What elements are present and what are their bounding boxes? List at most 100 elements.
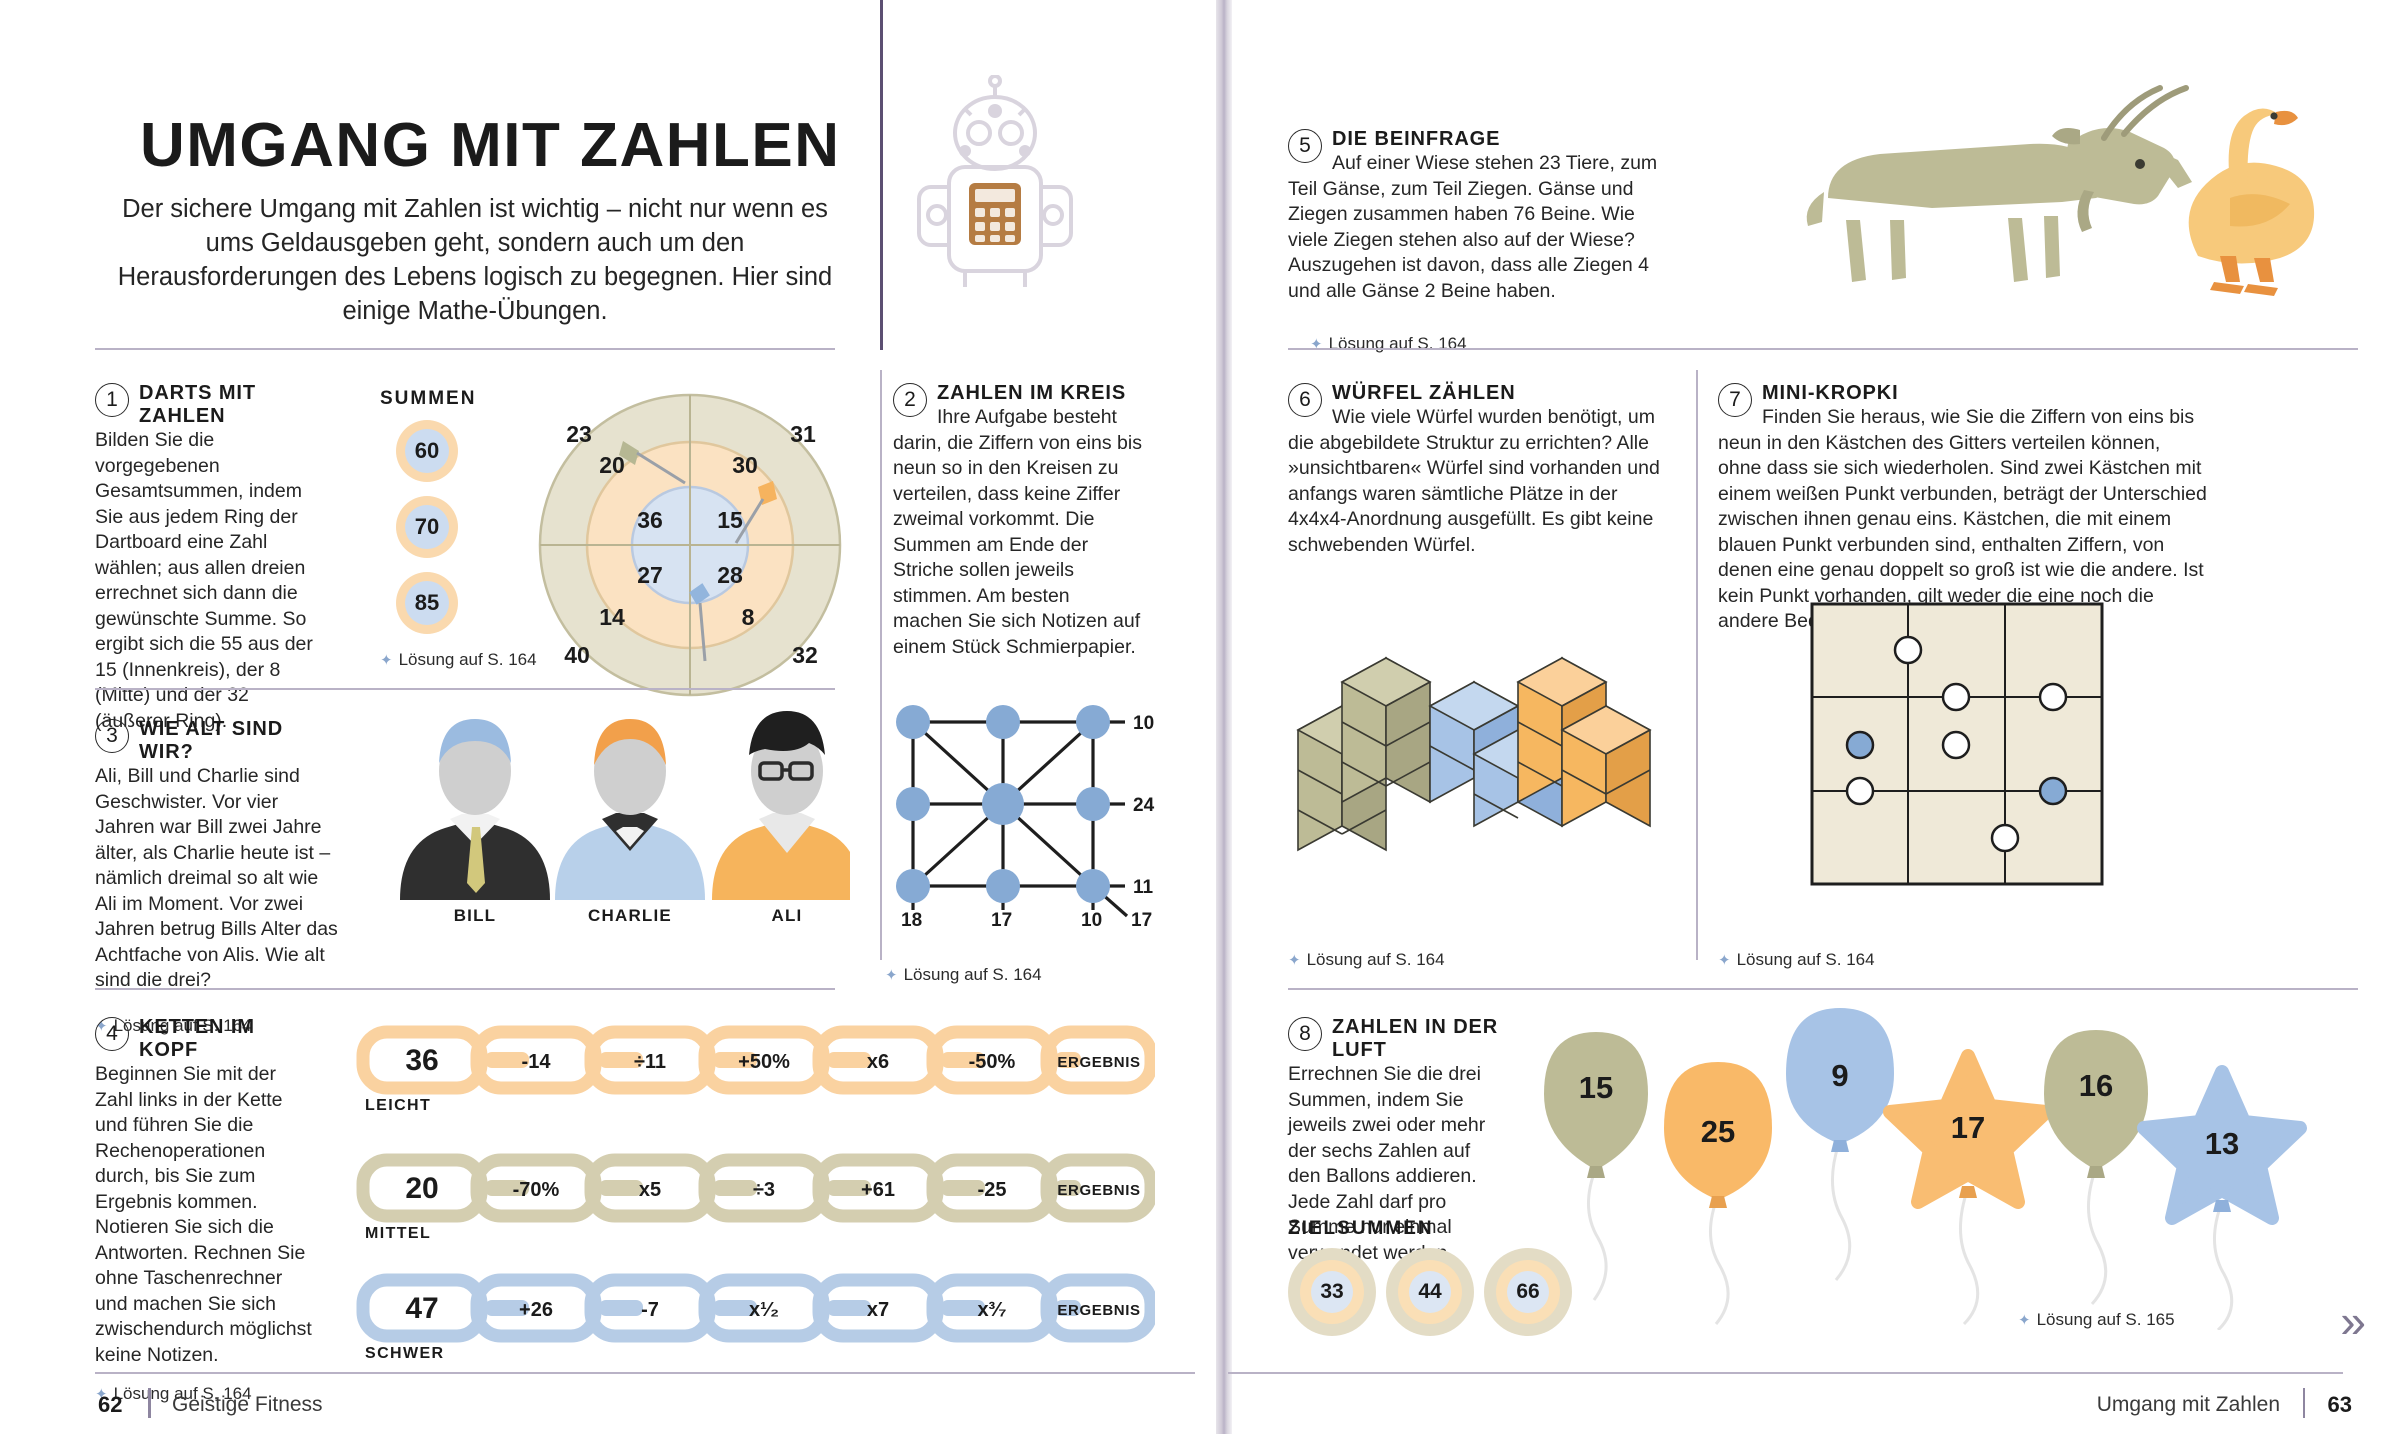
dart-mid-8: 8 — [742, 604, 755, 630]
chain2-start: 20 — [405, 1172, 438, 1205]
diag-sum: 17 — [1131, 910, 1152, 930]
avatar-charlie — [555, 719, 705, 900]
chain3-label: SCHWER — [365, 1345, 445, 1362]
goat-icon — [1806, 143, 2126, 282]
puzzle-5-heading: DIE BEINFRAGE — [1332, 128, 1501, 150]
puzzle-5-solution: ✦ Lösung auf S. 164 — [1310, 334, 1467, 353]
rule-between-col — [880, 370, 882, 960]
balloon-value-2: 25 — [1701, 1114, 1735, 1149]
puzzle-4-ketten: 4 KETTEN IM KOPF Beginnen Sie mit der Za… — [95, 1016, 313, 1404]
zielsumme-value-2: 44 — [1409, 1271, 1451, 1313]
puzzle-6-solution: ✦ Lösung auf S. 164 — [1288, 950, 1445, 969]
dart-outer-40: 40 — [564, 642, 590, 668]
dart-mid-20: 20 — [599, 452, 625, 478]
goat-beard — [2077, 190, 2094, 232]
row-sum-2: 24 — [1133, 795, 1155, 816]
row-sum-1: 10 — [1133, 713, 1154, 734]
summen-value-3: 85 — [405, 581, 449, 625]
sibling-name-ali: ALI — [772, 906, 803, 925]
zielsumme-3: 66 — [1484, 1248, 1572, 1336]
diamond-icon: ✦ — [2018, 1312, 2031, 1329]
chain-leicht: 36 -14 ÷11 +50% x6 -50% ERGEBNIS LEICHT — [356, 1025, 1155, 1114]
goose-eye — [2270, 112, 2278, 120]
siblings-illustration: BILL CHARLIE ALI — [400, 711, 850, 925]
folio-right-number: 63 — [2327, 1392, 2352, 1417]
puzzle-4-number: 4 — [95, 1017, 129, 1051]
dart-outer-23: 23 — [566, 421, 592, 447]
chain1-op-5: -50% — [969, 1051, 1016, 1073]
zielsummen-label: ZIELSUMMEN — [1288, 1218, 1434, 1239]
dart-olive — [619, 441, 686, 485]
dart-orange — [734, 481, 777, 544]
summen-value-1: 60 — [405, 429, 449, 473]
chain2-op-5: -25 — [978, 1179, 1007, 1201]
summen-circle-1: 60 — [396, 420, 458, 482]
goat-horns — [2101, 85, 2189, 141]
rule-right-col-divider — [1696, 370, 1698, 960]
chain1-label: LEICHT — [365, 1097, 431, 1114]
footer-rule-left — [95, 1372, 1195, 1374]
dartboard-graphic: 23 31 40 32 20 30 14 8 36 15 27 28 — [538, 393, 842, 697]
right-page: 5 DIE BEINFRAGE Auf einer Wiese stehen 2… — [1228, 0, 2400, 1434]
dart-inner-28: 28 — [717, 562, 743, 588]
chain3-op-3: x¹⁄₂ — [749, 1299, 779, 1321]
chain2-op-4: +61 — [861, 1179, 895, 1201]
chain2-op-2: x5 — [639, 1179, 661, 1201]
goat-head — [2065, 128, 2192, 205]
chain-mittel: 20 -70% x5 ÷3 +61 -25 ERGEBNIS MITTEL — [356, 1153, 1155, 1242]
next-page-chevron-icon[interactable]: » — [2340, 1295, 2366, 1347]
row-sum-3: 11 — [1133, 877, 1154, 898]
chain3-op-4: x7 — [867, 1299, 889, 1321]
puzzle-3-number: 3 — [95, 719, 129, 753]
chain3-start: 47 — [405, 1292, 438, 1325]
rule-left-col-1 — [95, 688, 835, 690]
puzzle-5-body: Auf einer Wiese stehen 23 Tiere, zum Tei… — [1288, 152, 1658, 302]
cube-stack-graphic — [1296, 656, 1652, 852]
puzzle-1-darts: 1 DARTS MIT ZAHLEN Bilden Sie die vorgeg… — [95, 382, 320, 734]
dart-inner-36: 36 — [637, 507, 663, 533]
balloon-6-star: 13 — [2137, 1065, 2307, 1225]
puzzle-6-number: 6 — [1288, 383, 1322, 417]
diamond-icon: ✦ — [1310, 336, 1323, 353]
summen-circles: 60 70 85 — [396, 420, 458, 648]
puzzle-8-heading: ZAHLEN IN DER LUFT — [1332, 1016, 1499, 1061]
puzzle-6-heading: WÜRFEL ZÄHLEN — [1332, 382, 1516, 404]
page-subtitle: Der sichere Umgang mit Zahlen ist wichti… — [117, 195, 833, 325]
balloon-value-3: 9 — [1831, 1058, 1848, 1093]
diamond-icon: ✦ — [380, 652, 393, 669]
chain3-op-2: -7 — [641, 1299, 659, 1321]
puzzle-4-heading: KETTEN IM KOPF — [139, 1016, 255, 1061]
puzzle-8-ballons: 8 ZAHLEN IN DER LUFT Errechnen Sie die d… — [1288, 1016, 1503, 1266]
zielsumme-value-1: 33 — [1311, 1271, 1353, 1313]
kropki-grid — [1810, 602, 2104, 886]
goat-eye — [2135, 159, 2145, 169]
puzzle-4-body: Beginnen Sie mit der Zahl links in der K… — [95, 1063, 312, 1366]
chain3-op-5: x³⁄₇ — [977, 1299, 1006, 1321]
col-sum-2: 17 — [991, 910, 1012, 930]
chain1-op-2: ÷11 — [634, 1051, 666, 1073]
dart-mid-30: 30 — [732, 452, 758, 478]
puzzle-8-solution: ✦ Lösung auf S. 165 — [2018, 1310, 2175, 1329]
puzzle-8-body: Errechnen Sie die drei Summen, indem Sie… — [1288, 1063, 1486, 1264]
kropki-dot-white-1 — [1893, 635, 1923, 665]
rule-left-col-2 — [95, 988, 835, 990]
puzzle-3-body: Ali, Bill und Charlie sind Geschwister. … — [95, 765, 338, 991]
puzzle-2-body: Ihre Aufgabe besteht darin, die Ziffern … — [893, 406, 1142, 658]
balloon-5: 16 — [2044, 1030, 2148, 1178]
page-title: UMGANG MIT ZAHLEN — [140, 111, 841, 180]
goose-beak — [2274, 110, 2298, 126]
footer-rule-right — [1228, 1372, 2343, 1374]
puzzle-7-body: Finden Sie heraus, wie Sie die Ziffern v… — [1718, 406, 2207, 632]
dart-outer-32: 32 — [792, 642, 818, 668]
puzzle-1-body: Bilden Sie die vorgegebenen Gesamtsummen… — [95, 429, 313, 732]
zielsumme-1: 33 — [1288, 1248, 1376, 1336]
kropki-dot-white-2 — [1941, 682, 1971, 712]
puzzle-2-heading: ZAHLEN IM KREIS — [937, 382, 1127, 404]
summen-circle-2: 70 — [396, 496, 458, 558]
page-gutter — [1216, 0, 1232, 1434]
puzzle-6-wuerfel: 6 WÜRFEL ZÄHLEN Wie viele Würfel wurden … — [1288, 382, 1660, 558]
summen-value-2: 70 — [405, 505, 449, 549]
robot-mascot-icon — [917, 75, 1073, 287]
dart-mid-14: 14 — [599, 604, 625, 630]
